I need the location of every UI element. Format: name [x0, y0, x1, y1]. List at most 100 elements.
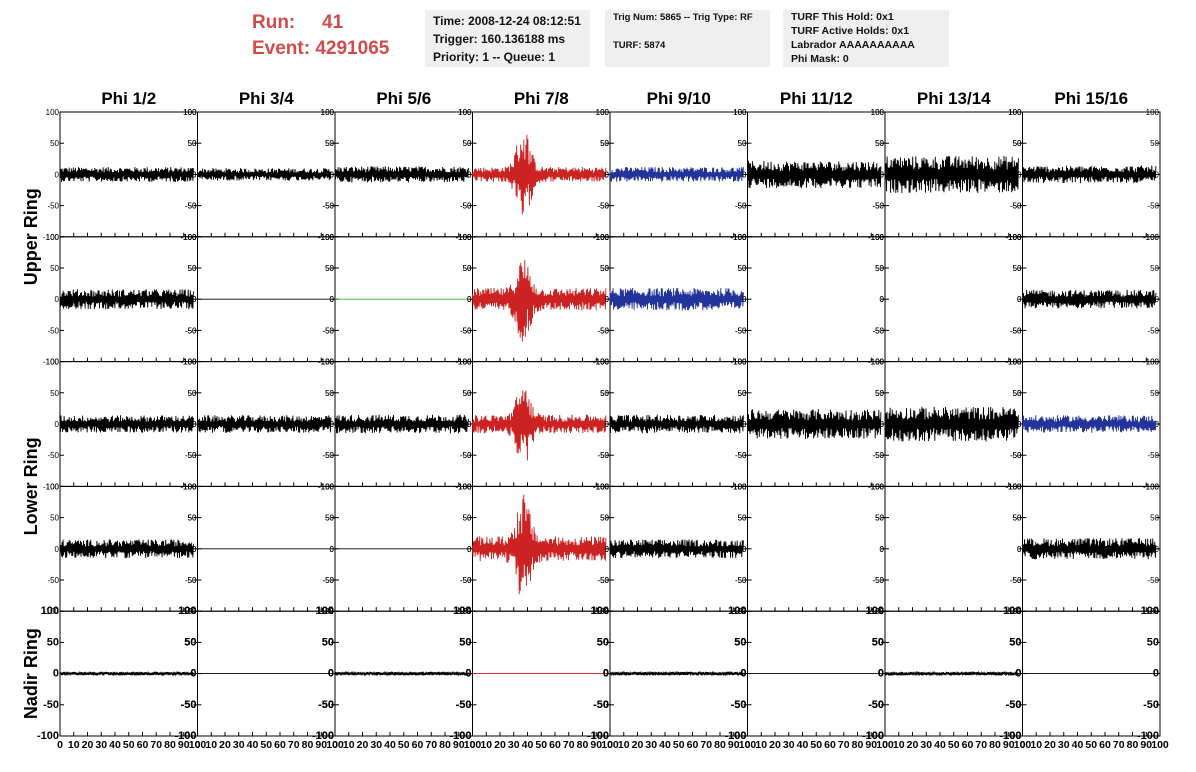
y-tick-label: -50 [185, 451, 197, 460]
waveform-trace [197, 415, 332, 433]
y-tick-label: 100 [321, 108, 335, 117]
y-tick-label: 0 [467, 170, 472, 179]
y-tick-label: -50 [322, 326, 334, 335]
y-tick-label: -100 [862, 730, 884, 742]
y-tick-label: 100 [321, 233, 335, 242]
y-tick-label: -50 [872, 326, 884, 335]
y-tick-label: -50 [185, 326, 197, 335]
y-tick-label: -50 [322, 202, 334, 211]
y-tick-label: -50 [1143, 699, 1159, 711]
x-tick-label: 30 [233, 739, 245, 751]
x-tick-label: 60 [824, 739, 836, 751]
y-tick-label: 0 [192, 545, 197, 554]
y-tick-label: -50 [322, 202, 334, 211]
y-tick-label: 0 [192, 295, 197, 304]
y-tick-label: -50 [597, 202, 609, 211]
waveform-trace [1022, 165, 1157, 184]
y-tick-label: 100 [596, 108, 610, 117]
y-tick-label: 100 [596, 358, 610, 367]
y-tick-label: 0 [880, 420, 885, 429]
y-tick-label: 50 [1150, 389, 1159, 398]
y-tick-label: 0 [880, 295, 885, 304]
x-tick-label: 80 [989, 739, 1001, 751]
x-tick-label: 50 [673, 739, 685, 751]
y-tick-label: -50 [872, 451, 884, 460]
y-tick-label: 100 [733, 358, 747, 367]
y-tick-label: 100 [321, 358, 335, 367]
y-tick-label: 0 [742, 420, 747, 429]
row-group-label: Upper Ring [21, 188, 41, 285]
y-tick-label: 100 [866, 605, 884, 617]
x-tick-label: 40 [797, 739, 809, 751]
column-header: Phi 9/10 [647, 89, 711, 108]
y-tick-label: 50 [188, 389, 197, 398]
y-tick-label: 50 [738, 514, 747, 523]
y-tick-label: 0 [605, 545, 610, 554]
y-tick-label: 100 [46, 358, 60, 367]
y-tick-label: 0 [1155, 295, 1160, 304]
y-tick-label: 50 [463, 389, 472, 398]
y-tick-label: 100 [1008, 233, 1022, 242]
y-tick-label: 100 [1008, 482, 1022, 491]
x-tick-label: 100 [326, 739, 344, 751]
y-tick-label: -100 [180, 358, 197, 367]
y-tick-label: 100 [453, 605, 471, 617]
y-tick-label: 100 [458, 358, 472, 367]
y-tick-label: 100 [1146, 108, 1160, 117]
y-tick-label: 50 [1150, 264, 1159, 273]
y-tick-label: 50 [325, 264, 334, 273]
x-tick-label: 30 [920, 739, 932, 751]
y-tick-label: 0 [880, 420, 885, 429]
y-tick-label: -50 [1006, 699, 1022, 711]
y-tick-label: 100 [316, 605, 334, 617]
y-tick-label: 50 [188, 389, 197, 398]
x-tick-label: 30 [370, 739, 382, 751]
y-tick-label: 0 [55, 420, 60, 429]
waveform-trace [609, 539, 744, 559]
y-tick-label: 100 [321, 482, 335, 491]
y-tick-label: 0 [1017, 420, 1022, 429]
x-tick-label: 0 [57, 739, 63, 751]
y-tick-label: 0 [53, 668, 59, 680]
y-tick-label: 100 [316, 605, 334, 617]
y-tick-label: 50 [600, 389, 609, 398]
y-tick-label: 100 [596, 482, 610, 491]
x-tick-label: 70 [288, 739, 300, 751]
y-tick-label: 50 [875, 514, 884, 523]
y-tick-label: -50 [1006, 699, 1022, 711]
y-tick-label: -100 [449, 730, 471, 742]
y-tick-label: 50 [738, 514, 747, 523]
y-tick-label: 50 [1013, 514, 1022, 523]
y-tick-label: 100 [733, 108, 747, 117]
y-tick-label: 0 [330, 170, 335, 179]
y-tick-label: -50 [1147, 326, 1159, 335]
y-tick-label: -50 [318, 699, 334, 711]
waveform-trace [334, 166, 469, 183]
y-tick-label: 100 [458, 482, 472, 491]
panel-frame [884, 236, 1023, 363]
x-tick-label: 80 [1127, 739, 1139, 751]
y-tick-label: -50 [460, 326, 472, 335]
x-tick-label: 20 [1044, 739, 1056, 751]
y-tick-label: 50 [47, 636, 59, 648]
y-tick-label: -50 [593, 699, 609, 711]
y-tick-label: 50 [600, 514, 609, 523]
x-tick-label: 80 [302, 739, 314, 751]
x-tick-label: 60 [412, 739, 424, 751]
waveform-trace [884, 406, 1019, 442]
column-header: Phi 11/12 [780, 89, 853, 108]
y-tick-label: -50 [43, 699, 59, 711]
y-tick-label: 0 [742, 170, 747, 179]
x-tick-label: 70 [838, 739, 850, 751]
y-tick-label: -100 [593, 482, 610, 491]
y-tick-label: 0 [605, 295, 610, 304]
y-tick-label: 100 [871, 358, 885, 367]
x-tick-label: 40 [522, 739, 534, 751]
y-tick-label: 0 [880, 170, 885, 179]
y-tick-label: 0 [467, 295, 472, 304]
y-tick-label: 50 [1013, 264, 1022, 273]
y-tick-label: 50 [600, 264, 609, 273]
y-tick-label: -100 [868, 358, 885, 367]
y-tick-label: 50 [50, 264, 59, 273]
y-tick-label: 100 [1008, 233, 1022, 242]
